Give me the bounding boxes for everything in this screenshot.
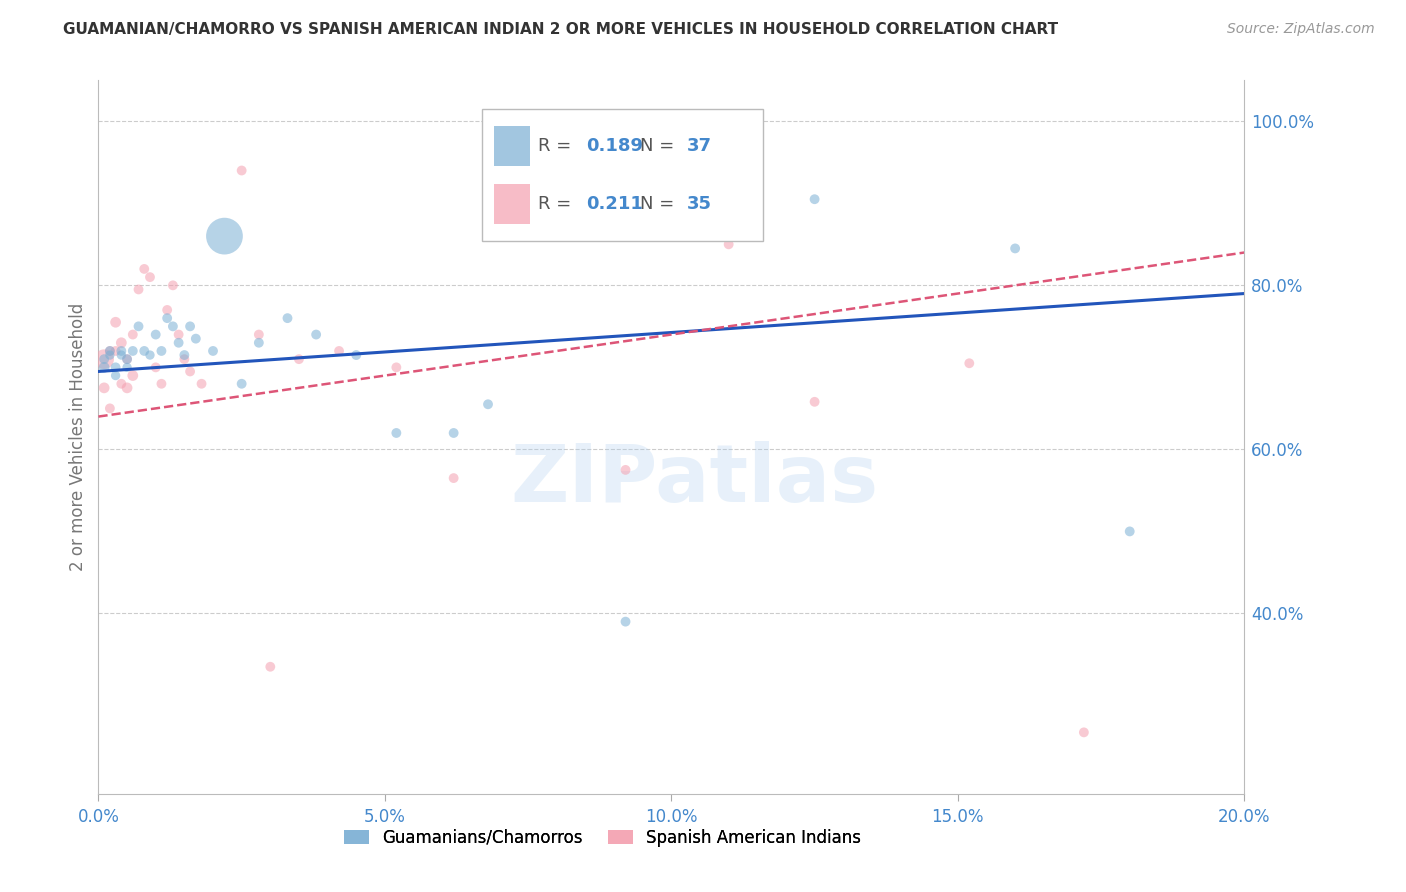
Point: [139, 270, 162, 285]
Point: [98, 343, 121, 358]
Point: [385, 360, 408, 375]
Point: [231, 376, 253, 391]
Point: [115, 381, 138, 395]
Point: [110, 335, 132, 350]
Point: [134, 343, 156, 358]
Point: [128, 282, 150, 296]
Point: [150, 376, 173, 391]
Point: [231, 163, 253, 178]
Point: [184, 332, 207, 346]
Point: [121, 343, 143, 358]
Point: [93, 381, 115, 395]
Point: [139, 348, 162, 362]
Point: [121, 368, 143, 383]
Point: [145, 327, 167, 342]
Point: [104, 360, 127, 375]
Point: [179, 364, 201, 378]
Point: [247, 335, 270, 350]
Point: [259, 659, 281, 673]
Point: [121, 327, 143, 342]
Point: [134, 261, 156, 276]
Point: [98, 401, 121, 416]
Point: [328, 343, 350, 358]
Legend: Guamanians/Chamorros, Spanish American Indians: Guamanians/Chamorros, Spanish American I…: [337, 822, 868, 854]
Text: ZIPatlas: ZIPatlas: [510, 441, 879, 519]
Point: [167, 335, 190, 350]
Point: [115, 352, 138, 367]
Y-axis label: 2 or more Vehicles in Household: 2 or more Vehicles in Household: [69, 303, 87, 571]
Point: [1073, 725, 1095, 739]
Point: [173, 352, 195, 367]
Point: [110, 343, 132, 358]
Point: [477, 397, 499, 411]
Text: Source: ZipAtlas.com: Source: ZipAtlas.com: [1227, 22, 1375, 37]
Point: [614, 463, 637, 477]
Point: [247, 327, 270, 342]
Point: [162, 319, 184, 334]
Point: [104, 315, 127, 329]
Point: [288, 352, 311, 367]
Point: [689, 229, 711, 244]
Point: [190, 376, 212, 391]
Point: [115, 352, 138, 367]
Point: [162, 278, 184, 293]
Point: [156, 311, 179, 326]
Point: [98, 348, 121, 362]
Point: [110, 376, 132, 391]
Point: [93, 360, 115, 375]
Point: [179, 319, 201, 334]
Point: [128, 319, 150, 334]
Point: [93, 352, 115, 367]
Point: [1004, 242, 1026, 256]
Point: [614, 615, 637, 629]
Point: [150, 343, 173, 358]
Point: [104, 343, 127, 358]
Point: [110, 348, 132, 362]
Point: [214, 229, 236, 244]
Point: [93, 352, 115, 367]
Point: [957, 356, 980, 370]
Point: [115, 360, 138, 375]
Point: [145, 360, 167, 375]
Point: [803, 394, 825, 409]
Point: [305, 327, 328, 342]
Point: [167, 327, 190, 342]
Text: GUAMANIAN/CHAMORRO VS SPANISH AMERICAN INDIAN 2 OR MORE VEHICLES IN HOUSEHOLD CO: GUAMANIAN/CHAMORRO VS SPANISH AMERICAN I…: [63, 22, 1059, 37]
Point: [98, 343, 121, 358]
Point: [104, 368, 127, 383]
Point: [717, 237, 740, 252]
Point: [443, 471, 465, 485]
Point: [803, 192, 825, 206]
Point: [156, 302, 179, 317]
Point: [385, 425, 408, 440]
Point: [443, 425, 465, 440]
Point: [173, 348, 195, 362]
Point: [1118, 524, 1140, 539]
Point: [276, 311, 298, 326]
Point: [202, 343, 225, 358]
Point: [344, 348, 367, 362]
